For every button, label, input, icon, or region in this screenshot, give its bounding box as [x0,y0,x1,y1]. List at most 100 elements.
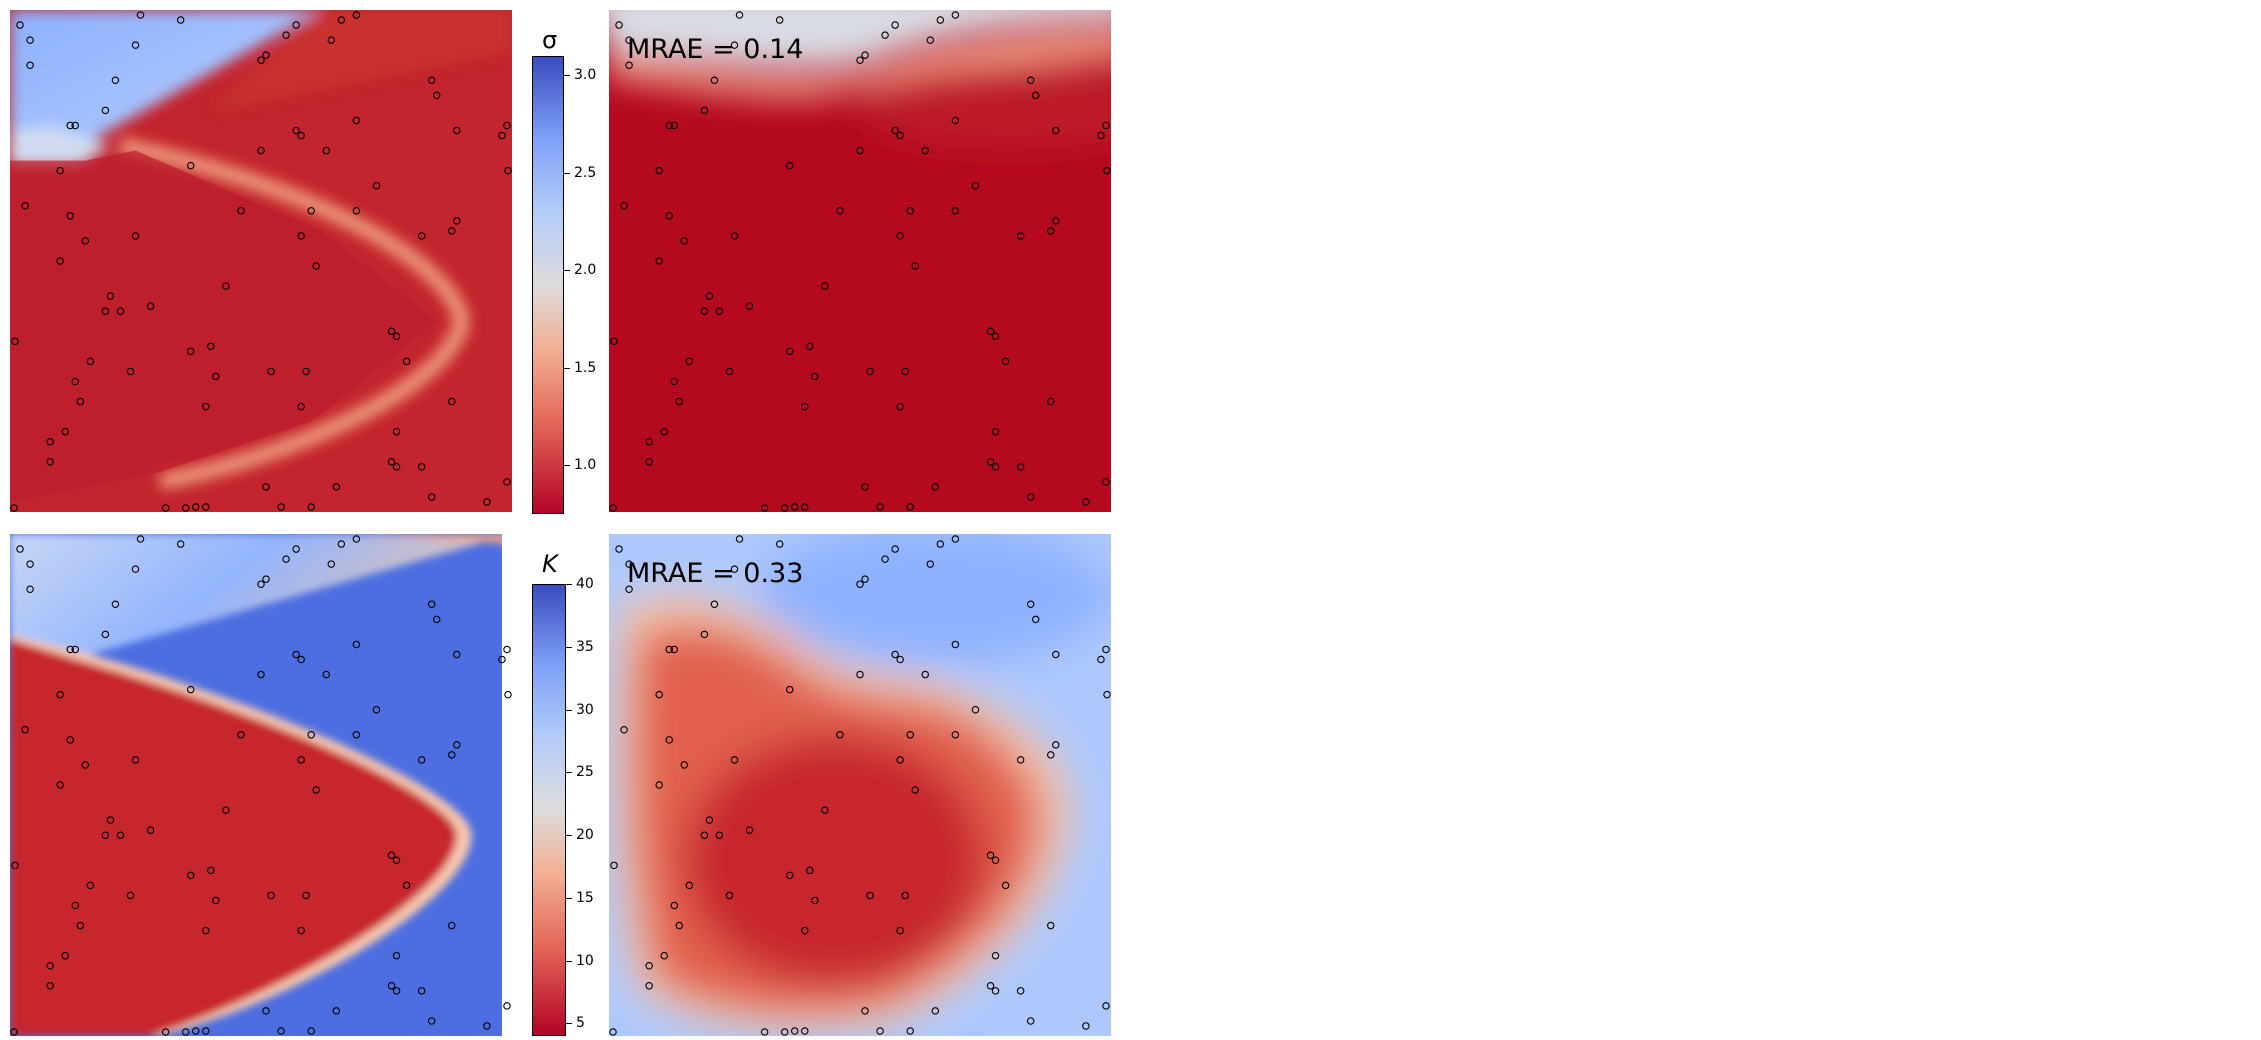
sensor-point [427,600,436,609]
sensor-point [665,645,673,654]
colorbar-tick-mark [566,960,572,962]
sensor-point [700,307,709,315]
sensor-point [670,377,679,386]
sensor-point [448,397,456,406]
sensor-point [372,181,381,190]
sensor-point [866,367,874,376]
sensor-point [191,503,200,511]
sensor-point [312,262,320,270]
sensor-point [1026,493,1035,501]
sensor-point [56,690,64,699]
sensor-point [307,207,315,215]
sensor-point [991,856,1000,865]
sensor-point [257,146,265,155]
colorbar-tick-mark [564,75,570,77]
sensor-point [212,372,220,381]
sensor-point [146,302,155,310]
sensor-point [1102,478,1110,486]
colorbar-tick-label: 25 [576,764,594,781]
sensor-point [861,575,869,583]
sensor-point [21,726,29,734]
sensor-point [26,560,34,568]
sensor-point [257,580,265,588]
sensor-point [176,540,185,548]
sensor-point [387,851,396,860]
sensor-point [131,41,140,49]
sensor-point [101,106,110,115]
colorbar-tick-label: 5 [576,1015,585,1032]
sensor-point [986,851,995,860]
sensor-point [297,402,305,411]
sensor-point [131,565,140,573]
sensor-point [906,503,914,511]
colorbar-tick-label: 1.0 [574,457,597,474]
sensor-point [146,826,155,834]
sensor-point [785,685,794,694]
sensor-point [625,36,633,44]
sensor-point [710,600,719,609]
sensor-point [207,866,215,875]
sensor-point [821,282,829,290]
sensor-point [136,11,145,19]
sensor-point [785,347,794,356]
sensor-point [56,781,64,789]
sensor-point [891,650,899,659]
sensor-point [951,535,960,543]
sensor-point [1097,655,1105,664]
sensor-point [625,560,633,568]
sensor-point [21,202,29,210]
sensor-point [448,921,456,930]
sensor-point [670,645,679,654]
sensor-point [665,121,673,130]
sensor-point [302,891,310,900]
sensor-point [1001,881,1010,890]
sensor-point [1052,217,1060,225]
sensor-point [655,781,663,789]
sensor-point [931,1007,940,1015]
sensor-point [906,731,914,739]
sensor-point [670,121,679,130]
sensor-point [126,891,135,900]
sensor-point [806,866,814,875]
sensor-point [896,131,904,140]
sensor-point [856,146,864,155]
sensor-point [222,806,230,814]
sensor-point [710,76,719,85]
sensor-point [402,357,411,366]
sigma-prediction-heatmap: MRAE = 0.14 [609,10,1111,512]
sensor-point [790,503,799,511]
sensor-point [675,921,684,930]
sensor-point [760,504,769,512]
sensor-point [302,367,310,376]
colorbar-tick-label: 2.5 [574,164,597,181]
sensor-point [257,670,265,679]
sensor-point [936,16,945,24]
sensor-point [448,751,456,759]
colorbar-tick-label: 10 [576,952,594,969]
colorbar-tick-mark [566,584,572,585]
sensor-point [675,397,684,406]
sensor-point [986,982,995,990]
k-colorbar-symbol: K [542,550,558,578]
sensor-point [297,756,305,764]
sensor-point [1026,76,1035,85]
sensor-point [337,540,346,548]
sensor-point [891,21,899,29]
sensor-point [498,655,506,664]
sensor-point [1097,131,1105,140]
sensor-point [237,731,245,739]
sensor-point [705,816,714,824]
sensor-point [46,982,54,990]
k-prediction-field [609,534,1111,1036]
sensor-point [237,207,245,215]
sensor-point [116,307,125,315]
sensor-point [986,458,995,466]
sensor-point [785,161,794,170]
sensor-point [775,16,784,24]
sensor-point [615,21,623,29]
sensor-point [297,232,305,240]
sensor-point [1016,756,1025,764]
sensor-point [26,36,34,44]
sensor-point [352,640,361,649]
sensor-point [453,217,461,225]
